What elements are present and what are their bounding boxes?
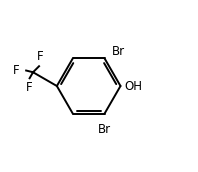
Text: F: F [37, 50, 43, 63]
Text: F: F [13, 64, 20, 77]
Text: OH: OH [125, 79, 143, 93]
Text: Br: Br [98, 123, 111, 136]
Text: Br: Br [111, 45, 125, 58]
Text: F: F [25, 81, 32, 94]
